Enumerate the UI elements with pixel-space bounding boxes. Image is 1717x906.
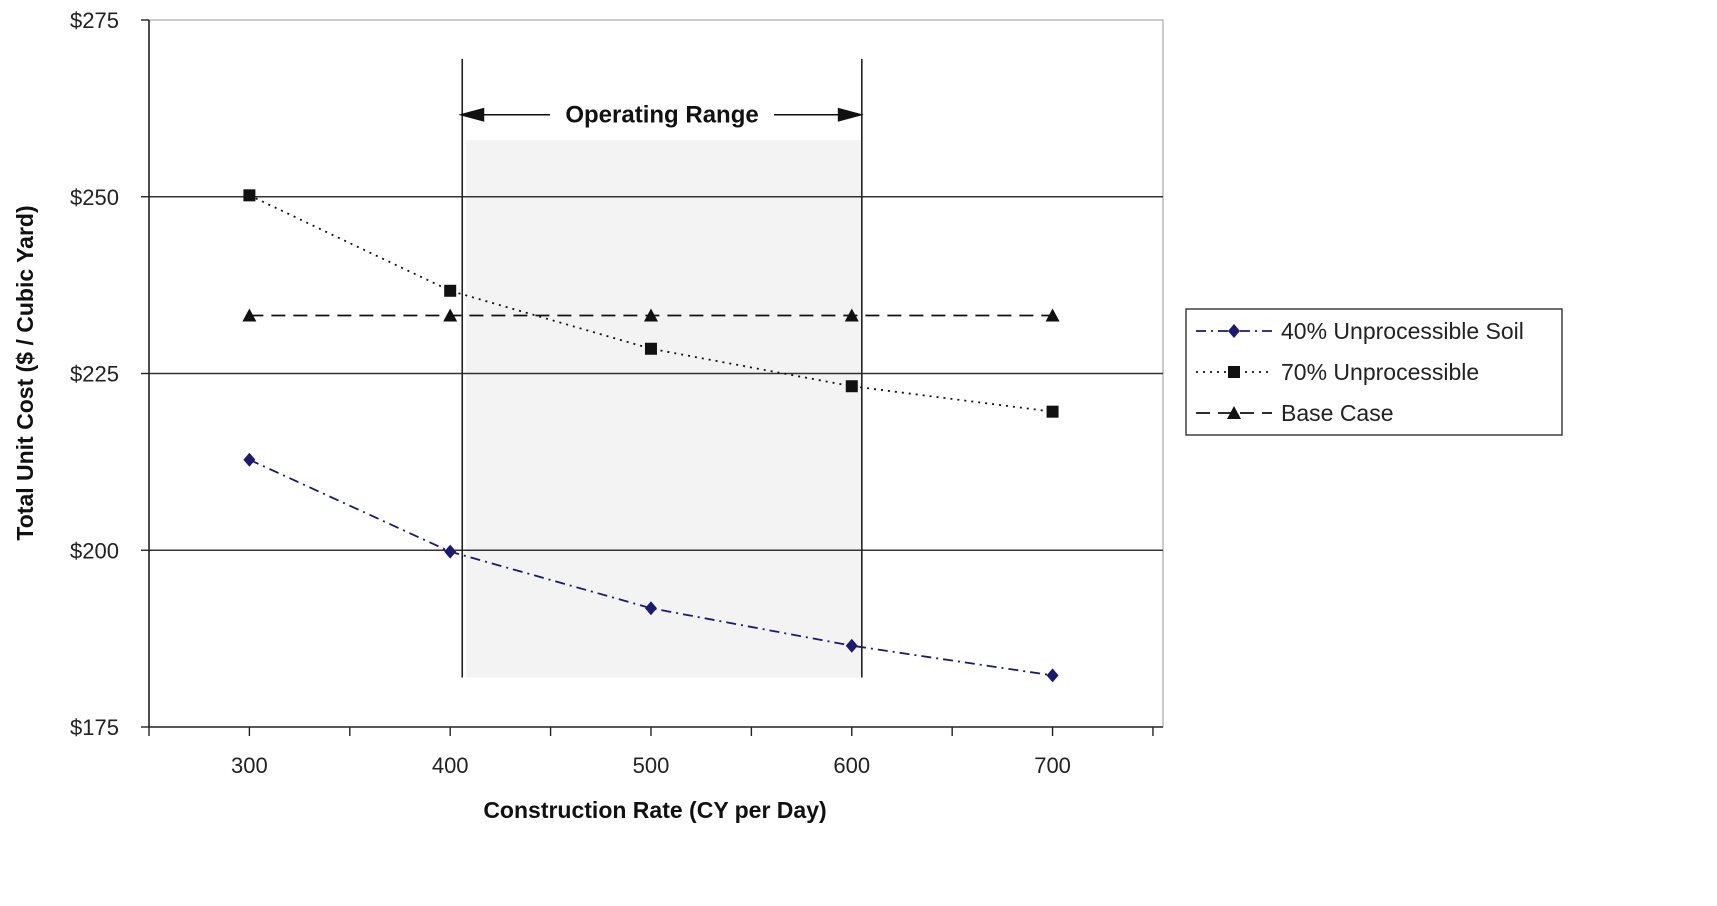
series-3 (242, 308, 1060, 322)
legend-label: 70% Unprocessible (1281, 359, 1479, 385)
legend-label: 40% Unprocessible Soil (1281, 318, 1524, 344)
y-axis-ticks: $175 $200 $225 $250 $275 (70, 8, 149, 740)
x-axis-title: Construction Rate (CY per Day) (483, 797, 826, 823)
legend-entry: 40% Unprocessible Soil (1196, 318, 1524, 344)
series-line (249, 458, 1053, 677)
legend-swatch-marker (1228, 366, 1240, 378)
data-point (845, 380, 858, 393)
legend-swatch-marker (1228, 324, 1240, 338)
operating-range-label: Operating Range (565, 102, 758, 129)
data-point (1045, 308, 1060, 322)
y-tick-label: $200 (70, 538, 119, 563)
legend: 40% Unprocessible Soil 70% Unprocessible B… (1185, 308, 1563, 436)
data-point (845, 638, 858, 653)
legend-swatch-marker (1227, 406, 1241, 419)
y-axis-title: Total Unit Cost ($ / Cubic Yard) (12, 205, 38, 540)
series-1 (243, 452, 1059, 683)
data-point (443, 308, 458, 322)
data-point (243, 452, 256, 467)
y-tick-label: $250 (70, 185, 119, 210)
y-tick-label: $275 (70, 8, 119, 33)
data-point (243, 189, 256, 202)
arrowhead-right (837, 107, 864, 122)
legend-label: Base Case (1281, 400, 1394, 426)
operating-range-shading (466, 140, 862, 678)
x-tick-label: 700 (1034, 753, 1071, 778)
series-line (249, 194, 1053, 413)
data-point (444, 544, 457, 559)
y-tick-label: $175 (70, 715, 119, 740)
x-axis-ticks: 300 400 500 600 700 (148, 727, 1154, 778)
x-tick-label: 500 (633, 753, 670, 778)
x-tick-label: 300 (231, 753, 268, 778)
x-tick-label: 600 (833, 753, 870, 778)
series-2 (243, 189, 1059, 418)
arrowhead-left (458, 107, 485, 122)
data-point (1046, 405, 1059, 418)
gridlines (149, 196, 1163, 551)
y-tick-label: $225 (70, 362, 119, 387)
data-point (644, 601, 657, 616)
x-tick-label: 400 (432, 753, 469, 778)
data-point (1046, 668, 1059, 683)
data-point (444, 284, 457, 297)
data-point (242, 308, 257, 322)
legend-entry: 70% Unprocessible (1196, 359, 1479, 385)
data-point (643, 308, 658, 322)
data-point (844, 308, 859, 322)
series-group (242, 189, 1060, 683)
operating-range-annotation: Operating Range (458, 102, 864, 129)
data-point (644, 342, 657, 355)
legend-entry: Base Case (1196, 400, 1394, 426)
legend-box (1185, 308, 1563, 436)
